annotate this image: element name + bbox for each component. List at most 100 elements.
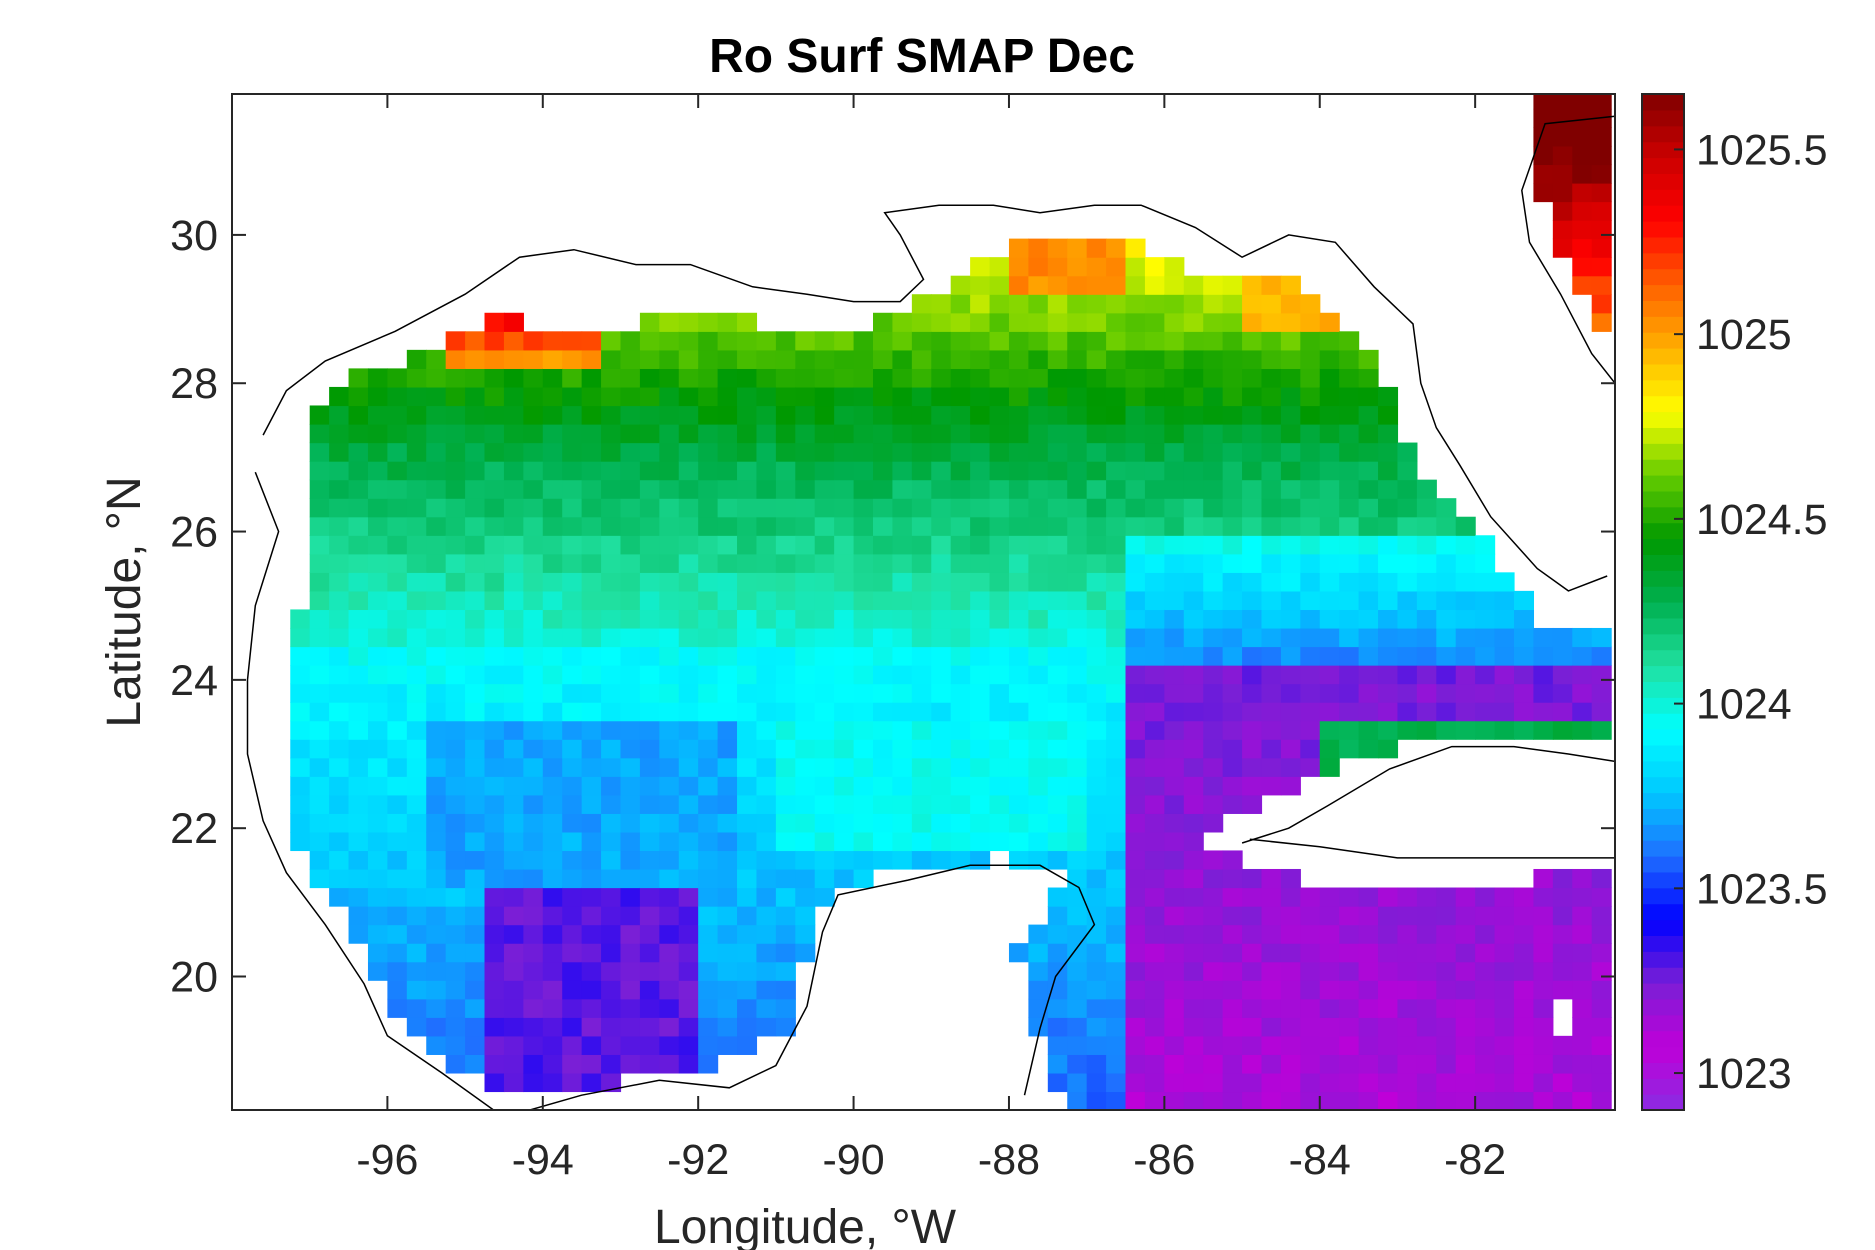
heatmap-cell xyxy=(1008,609,1029,629)
heatmap-cell xyxy=(601,906,622,926)
heatmap-cell xyxy=(465,386,486,407)
heatmap-cell xyxy=(737,646,758,666)
heatmap-cell xyxy=(1164,943,1185,963)
heatmap-cell xyxy=(834,683,855,703)
heatmap-cell xyxy=(1261,776,1282,796)
heatmap-cell xyxy=(1591,646,1612,666)
heatmap-cell xyxy=(659,961,680,981)
heatmap-cell xyxy=(1436,627,1457,648)
heatmap-cell xyxy=(834,498,855,518)
heatmap-cell xyxy=(1222,739,1243,759)
heatmap-cell xyxy=(1028,386,1049,407)
heatmap-cell xyxy=(1183,461,1204,481)
heatmap-cell xyxy=(970,498,991,518)
heatmap-cell xyxy=(678,405,699,425)
heatmap-cell xyxy=(639,479,660,499)
heatmap-cell xyxy=(1358,1035,1379,1055)
heatmap-cell xyxy=(1086,1072,1107,1093)
heatmap-cell xyxy=(989,405,1010,425)
heatmap-cell xyxy=(756,683,777,703)
plot-frame xyxy=(231,93,1616,1111)
heatmap-cell xyxy=(1222,609,1243,629)
heatmap-cell xyxy=(1280,349,1301,369)
heatmap-cell xyxy=(795,442,816,462)
colorbar-swatch xyxy=(1642,252,1684,270)
heatmap-cell xyxy=(775,572,796,592)
heatmap-cell xyxy=(1300,702,1321,722)
heatmap-cell xyxy=(601,1017,622,1037)
heatmap-cell xyxy=(542,943,563,963)
heatmap-cell xyxy=(1513,1017,1535,1037)
heatmap-cell xyxy=(465,553,486,573)
heatmap-cell xyxy=(1242,442,1263,462)
heatmap-cell xyxy=(911,739,932,759)
heatmap-cell xyxy=(873,609,894,629)
heatmap-cell xyxy=(1300,609,1321,629)
heatmap-cell xyxy=(445,349,466,369)
heatmap-cell xyxy=(465,665,486,685)
heatmap-cell xyxy=(1222,757,1243,777)
heatmap-cell xyxy=(1125,850,1146,870)
heatmap-cell xyxy=(465,646,486,666)
heatmap-cell xyxy=(1125,720,1146,740)
heatmap-cell xyxy=(484,646,505,666)
heatmap-cell xyxy=(1047,312,1068,332)
heatmap-cell xyxy=(698,553,719,573)
heatmap-cell xyxy=(562,609,583,629)
heatmap-cell xyxy=(756,424,777,444)
heatmap-cell xyxy=(1144,1017,1165,1037)
heatmap-cell xyxy=(406,553,427,573)
heatmap-cell xyxy=(1397,498,1418,518)
heatmap-cell xyxy=(970,702,991,722)
heatmap-cell xyxy=(814,368,835,388)
heatmap-cell xyxy=(989,424,1010,444)
heatmap-cell xyxy=(503,646,524,666)
heatmap-cell xyxy=(1552,1091,1573,1111)
heatmap-cell xyxy=(387,868,408,889)
heatmap-cell xyxy=(1455,961,1476,981)
heatmap-cell xyxy=(737,535,758,555)
heatmap-cell xyxy=(1358,998,1379,1018)
heatmap-cell xyxy=(329,535,350,555)
heatmap-cell xyxy=(834,665,855,685)
heatmap-cell xyxy=(1183,627,1204,648)
heatmap-cell xyxy=(1164,683,1185,703)
heatmap-cell xyxy=(756,850,777,870)
heatmap-cell xyxy=(1339,461,1360,481)
heatmap-cell xyxy=(1222,683,1243,703)
heatmap-cell xyxy=(795,757,816,777)
heatmap-cell xyxy=(1086,405,1107,425)
heatmap-cell xyxy=(445,590,466,611)
heatmap-cell xyxy=(581,943,602,963)
heatmap-cell xyxy=(950,665,971,685)
heatmap-cell xyxy=(309,405,330,425)
heatmap-cell xyxy=(1358,1054,1379,1074)
heatmap-cell xyxy=(329,424,350,444)
heatmap-cell xyxy=(678,646,699,666)
heatmap-cell xyxy=(1397,535,1418,555)
heatmap-cell xyxy=(542,516,563,536)
heatmap-cell xyxy=(601,683,622,703)
heatmap-cell xyxy=(1144,868,1165,889)
heatmap-cell xyxy=(737,572,758,592)
heatmap-cell xyxy=(387,961,408,981)
heatmap-cell xyxy=(1047,590,1068,611)
heatmap-cell xyxy=(367,831,388,852)
heatmap-cell xyxy=(678,665,699,685)
heatmap-cell xyxy=(562,702,583,722)
heatmap-cell xyxy=(1106,1072,1127,1093)
heatmap-cell xyxy=(1280,702,1301,722)
heatmap-cell xyxy=(1183,609,1204,629)
heatmap-cell xyxy=(911,498,932,518)
heatmap-cell xyxy=(581,553,602,573)
heatmap-cell xyxy=(834,794,855,814)
heatmap-cell xyxy=(1067,424,1088,444)
heatmap-cell xyxy=(1494,572,1515,592)
heatmap-cell xyxy=(1164,1091,1185,1111)
heatmap-cell xyxy=(620,479,641,499)
heatmap-cell xyxy=(911,590,932,611)
heatmap-cell xyxy=(717,813,738,833)
heatmap-cell xyxy=(795,720,816,740)
heatmap-cell xyxy=(484,794,505,814)
heatmap-cell xyxy=(348,516,369,536)
